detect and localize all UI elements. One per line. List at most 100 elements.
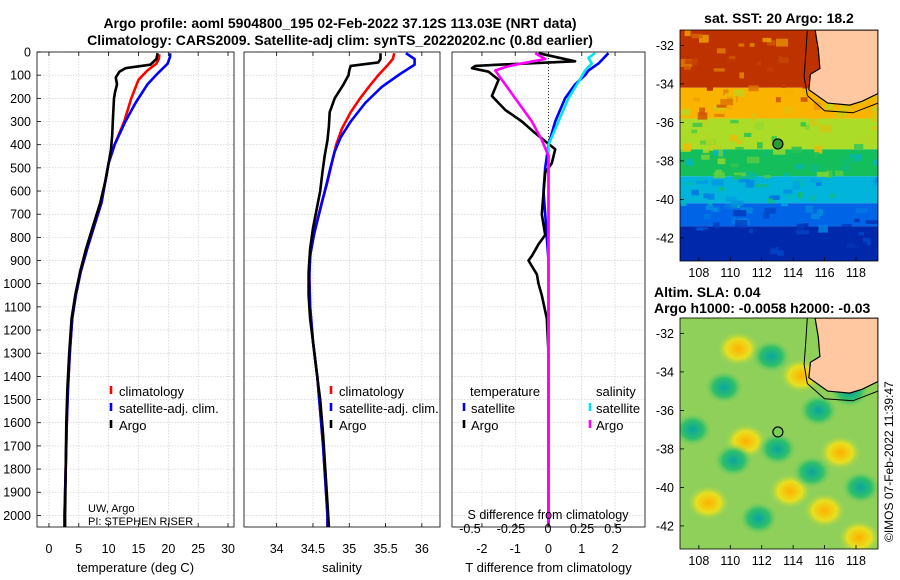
y-tick-label: 200 (10, 92, 31, 106)
credit-pi: PI: STEPHEN RISER (88, 516, 193, 528)
sst-pixel (800, 97, 808, 102)
sst-pixel (716, 48, 726, 54)
sst-pixel (810, 195, 815, 201)
map-x-tick-label: 108 (688, 554, 709, 568)
sla-low (840, 470, 878, 505)
depth-contour (803, 30, 878, 114)
y-tick-label: 1900 (3, 486, 31, 500)
sst-pixel (773, 148, 786, 155)
sst-pixel (813, 102, 821, 111)
y-tick-label: 1500 (3, 393, 31, 407)
sst-pixel (846, 242, 859, 248)
sst-pixel (765, 240, 776, 249)
legend-label: climatology (339, 384, 405, 399)
x-tick-label: 0 (545, 542, 552, 556)
sst-pixel (683, 143, 692, 151)
sst-pixel (809, 226, 819, 231)
sst-pixel (696, 81, 708, 87)
sst-pixel (810, 164, 819, 172)
map-y-tick-label: -42 (656, 231, 674, 245)
x-tick-label: 5 (75, 542, 82, 556)
sst-pixel (736, 140, 742, 144)
map-y-tick-label: -40 (656, 193, 674, 207)
sst-pixel (748, 85, 759, 92)
sst-pixel (691, 189, 699, 196)
y-tick-label: 1400 (3, 370, 31, 384)
x-axis-label: salinity (322, 560, 362, 575)
sst-pixel (723, 89, 729, 96)
sst-pixel (750, 55, 762, 61)
sst-pixel (796, 223, 804, 230)
sla-low (751, 339, 792, 374)
x-tick-label: -2 (476, 542, 487, 556)
x-axis-label: temperature (deg C) (77, 560, 194, 575)
sst-pixel (754, 240, 768, 248)
secondary-x-tick-label: 0 (545, 522, 552, 536)
salinity-panel: 34 34.5 35 35.5 36 salinity climatology satelli… (243, 51, 441, 575)
sst-pixel (708, 201, 713, 206)
sst-pixel (697, 112, 708, 120)
y-tick-label: 1300 (3, 347, 31, 361)
sst-pixel (705, 140, 714, 145)
sla-low (713, 443, 754, 478)
sst-pixel (683, 66, 691, 70)
sst-pixel (802, 82, 811, 89)
sla-low (798, 393, 839, 428)
sst-pixel (826, 170, 833, 178)
sst-pixel (770, 247, 780, 255)
sst-pixel (865, 253, 872, 261)
sst-pixel (761, 42, 767, 47)
series-line-climatology (308, 52, 396, 527)
sst-pixel (781, 227, 788, 236)
map-x-tick-label: 116 (815, 266, 835, 280)
x-tick-label: 20 (161, 542, 175, 556)
sst-pixel (741, 171, 754, 179)
sst-pixel (695, 179, 709, 184)
y-tick-label: 100 (10, 69, 31, 83)
plot-frame (243, 51, 441, 528)
sst-pixel (713, 207, 718, 212)
legend-label: climatology (119, 384, 185, 399)
sst-pixel (738, 43, 745, 47)
legend-label: satellite (596, 401, 640, 416)
sst-pixel (870, 114, 877, 122)
temperature-panel: 0 5 10 15 20 25 30 temperature (deg C) 0 100 200 30… (3, 46, 235, 576)
sst-pixel (684, 59, 697, 64)
sst-pixel (800, 122, 806, 127)
sst-pixel (781, 203, 788, 207)
sst-pixel (791, 146, 802, 154)
sst-pixel (735, 146, 744, 151)
map-content (680, 318, 878, 549)
sst-pixel (716, 104, 728, 108)
sst-pixel (703, 214, 711, 220)
sst-pixel (776, 38, 789, 47)
sst-pixel (706, 69, 719, 74)
sst-pixel (717, 158, 726, 165)
sst-pixel (738, 178, 750, 183)
sst-pixel (702, 122, 711, 129)
sst-pixel (742, 233, 747, 238)
sst-pixel (709, 145, 722, 151)
figure-title-line1: Argo profile: aoml 5904800_195 02-Feb-20… (103, 15, 576, 31)
sst-pixel (724, 236, 732, 240)
sst-pixel (713, 236, 725, 244)
sst-pixel (871, 107, 878, 111)
sst-pixel (787, 194, 797, 199)
sla-low (704, 370, 744, 405)
sst-pixel (777, 125, 783, 129)
x-tick-label: 30 (221, 542, 235, 556)
sst-pixel (834, 170, 844, 176)
sst-pixel (864, 135, 876, 144)
sst-pixel (711, 179, 724, 186)
sst-pixel (692, 122, 704, 127)
map-y-tick-label: -38 (656, 154, 674, 168)
sst-pixel (710, 32, 721, 36)
x-tick-label: 35.5 (373, 542, 397, 556)
sst-pixel (738, 191, 743, 198)
sst-pixel (783, 189, 793, 194)
y-tick-label: 900 (10, 254, 31, 268)
sla-low (757, 431, 798, 466)
sst-pixel (762, 152, 768, 157)
sst-pixel (810, 178, 823, 183)
